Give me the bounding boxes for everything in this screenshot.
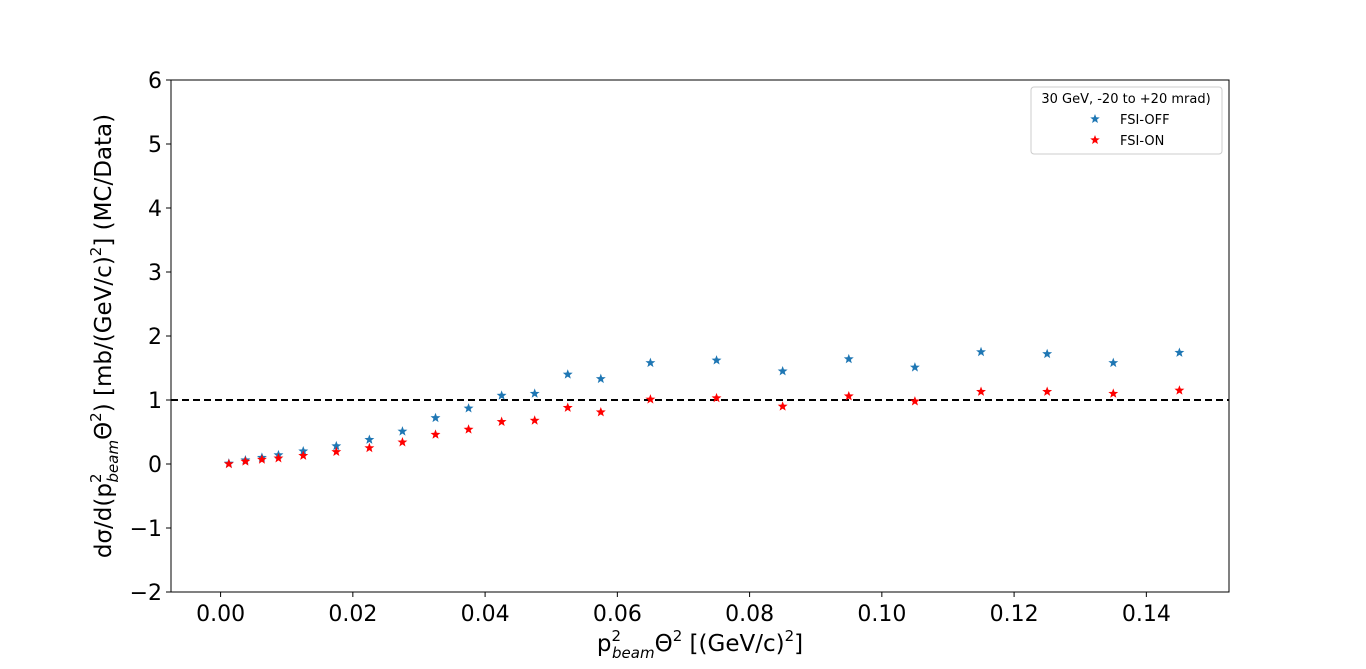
data-point bbox=[1174, 347, 1185, 357]
data-point bbox=[595, 406, 606, 417]
data-point bbox=[1174, 385, 1185, 395]
series-fsi-on bbox=[223, 385, 1185, 469]
data-point bbox=[909, 396, 920, 406]
data-point bbox=[256, 454, 267, 464]
data-point bbox=[529, 415, 540, 425]
data-point bbox=[843, 390, 854, 401]
data-point bbox=[430, 429, 441, 439]
data-point bbox=[529, 388, 540, 398]
x-tick-label: 0.02 bbox=[328, 602, 377, 627]
x-tick-label: 0.12 bbox=[990, 602, 1039, 627]
y-axis-title: dσ/d(p2beamΘ2) [mb/(GeV/c)2] (MC/Data) bbox=[87, 114, 122, 558]
data-point bbox=[496, 390, 507, 400]
data-point bbox=[562, 402, 573, 412]
data-point bbox=[331, 440, 342, 451]
y-tick-label: 2 bbox=[148, 325, 162, 350]
y-tick-label: −2 bbox=[130, 581, 162, 606]
x-tick-label: 0.10 bbox=[857, 602, 906, 627]
data-point bbox=[595, 373, 606, 384]
y-axis-title-unit-sup: 2 bbox=[87, 247, 105, 257]
x-axis-title-unit-sup: 2 bbox=[785, 627, 795, 645]
data-point bbox=[240, 456, 251, 466]
axes-layer: 0.00 0.02 0.04 0.06 0.08 0.10 0.12 0.14 −2 −1 0 1 2 3… bbox=[130, 69, 1230, 627]
x-tick-label: 0.08 bbox=[725, 602, 774, 627]
data-point bbox=[843, 353, 854, 364]
x-axis-title-theta: Θ bbox=[655, 631, 673, 657]
legend-label-fsi-off: FSI-OFF bbox=[1120, 113, 1170, 128]
x-axis-title-sub: beam bbox=[612, 644, 655, 662]
x-tick-label: 0.14 bbox=[1122, 602, 1171, 627]
y-axis-title-sub: beam bbox=[104, 440, 122, 483]
x-axis-title-unit-close: ] bbox=[794, 631, 803, 657]
data-point bbox=[1108, 357, 1119, 368]
data-point bbox=[223, 458, 234, 469]
x-axis-title-theta-sup: 2 bbox=[673, 627, 683, 645]
y-axis-title-theta-sup: 2 bbox=[87, 412, 105, 422]
data-point bbox=[430, 412, 441, 423]
plot-layer bbox=[171, 346, 1229, 469]
data-point bbox=[463, 424, 474, 434]
legend-frame bbox=[1030, 86, 1223, 155]
data-point bbox=[496, 416, 507, 426]
x-axis-title-base: p bbox=[597, 631, 612, 657]
data-point bbox=[331, 446, 342, 457]
data-point bbox=[397, 426, 408, 436]
x-tick-label: 0.04 bbox=[461, 602, 510, 627]
legend-marker-fsi-on bbox=[1090, 135, 1100, 145]
data-point bbox=[777, 366, 788, 376]
data-point bbox=[298, 450, 309, 460]
data-point bbox=[711, 355, 722, 365]
y-tick-label: 3 bbox=[148, 261, 162, 286]
y-tick-label: −1 bbox=[130, 517, 162, 542]
data-point bbox=[909, 362, 920, 372]
legend-label-fsi-on: FSI-ON bbox=[1120, 134, 1164, 149]
axes-frame bbox=[170, 79, 1230, 593]
data-point bbox=[976, 386, 986, 396]
data-point bbox=[1108, 388, 1119, 398]
x-axis-title-sup: 2 bbox=[611, 627, 621, 645]
legend-entries: FSI-OFF FSI-ON bbox=[1090, 113, 1170, 149]
data-point bbox=[777, 401, 788, 411]
data-point bbox=[364, 434, 375, 444]
y-axis-title-mid: ) [mb/(GeV/c) bbox=[91, 256, 117, 412]
x-axis-title: p2 beamΘ2 [(GeV/c)2] bbox=[597, 627, 803, 662]
y-axis-title-sup: 2 bbox=[87, 473, 105, 483]
legend-title: 30 GeV, -20 to +20 mrad) bbox=[1041, 92, 1210, 107]
data-point bbox=[645, 394, 656, 404]
data-point bbox=[976, 346, 986, 357]
data-point bbox=[273, 453, 284, 463]
data-point bbox=[645, 357, 656, 368]
y-tick-label: 5 bbox=[148, 133, 162, 158]
data-point bbox=[562, 369, 573, 379]
y-tick-label: 6 bbox=[148, 69, 162, 94]
x-axis-title-unit-open: [(GeV/c) bbox=[682, 631, 784, 657]
x-tick-label: 0.06 bbox=[593, 602, 642, 627]
y-tick-label: 1 bbox=[148, 389, 162, 414]
legend: 30 GeV, -20 to +20 mrad) FSI-OFF FSI-ON bbox=[1030, 86, 1223, 155]
y-axis-title-prefix: dσ/d(p bbox=[91, 483, 117, 558]
data-point bbox=[397, 437, 408, 447]
legend-marker-fsi-off bbox=[1090, 114, 1100, 124]
x-tick-label: 0.00 bbox=[196, 602, 245, 627]
y-axis-title-suffix: ] (MC/Data) bbox=[91, 114, 117, 247]
data-point bbox=[1042, 348, 1053, 359]
y-tick-label: 0 bbox=[148, 453, 162, 478]
y-tick-label: 4 bbox=[148, 197, 162, 222]
data-point bbox=[711, 392, 722, 403]
y-axis-title-theta: Θ bbox=[91, 422, 117, 440]
data-point bbox=[463, 403, 474, 413]
data-point bbox=[1042, 386, 1053, 396]
data-point bbox=[364, 442, 375, 453]
